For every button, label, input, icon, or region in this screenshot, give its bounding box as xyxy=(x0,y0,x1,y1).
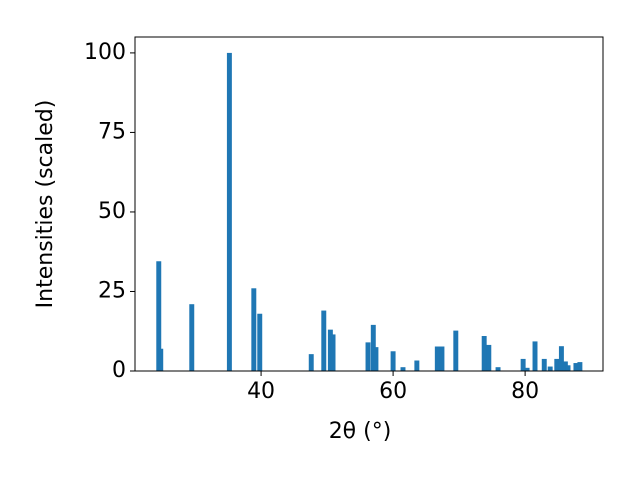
bar xyxy=(520,358,526,371)
x-tick-label: 60 xyxy=(379,379,407,404)
bar xyxy=(562,361,568,371)
bar xyxy=(156,261,162,371)
bar xyxy=(226,52,232,372)
bar xyxy=(373,347,379,371)
bar xyxy=(547,366,553,371)
bar xyxy=(565,365,571,371)
bar xyxy=(558,346,564,371)
bar xyxy=(495,367,501,371)
bar xyxy=(453,330,459,371)
bar xyxy=(158,348,164,371)
plot-frame xyxy=(134,36,604,372)
bar xyxy=(251,288,257,371)
bar xyxy=(439,346,445,371)
y-axis-label: Intensities (scaled) xyxy=(33,100,58,309)
bar xyxy=(400,367,406,371)
x-tick-label: 80 xyxy=(511,379,539,404)
bar xyxy=(486,344,492,371)
x-tick-label: 40 xyxy=(247,379,275,404)
bar xyxy=(390,351,396,371)
bar xyxy=(434,346,440,371)
bar xyxy=(532,341,538,371)
bar xyxy=(554,358,560,371)
bar xyxy=(330,334,336,371)
y-tick-label: 0 xyxy=(112,358,126,383)
bar xyxy=(370,324,376,371)
y-tick-label: 25 xyxy=(98,278,126,303)
bar xyxy=(365,342,371,371)
bar xyxy=(524,367,530,371)
bar xyxy=(414,360,420,371)
y-tick-label: 100 xyxy=(84,40,126,65)
bar xyxy=(189,304,195,371)
bar xyxy=(573,363,579,371)
bar xyxy=(327,329,333,371)
y-tick-label: 75 xyxy=(98,119,126,144)
bar xyxy=(481,336,487,371)
y-tick-label: 50 xyxy=(98,199,126,224)
bar xyxy=(257,313,263,371)
bar xyxy=(541,358,547,371)
bar xyxy=(321,310,327,371)
bar xyxy=(308,354,314,371)
x-axis-label: 2θ (°) xyxy=(329,419,392,444)
bar xyxy=(577,362,583,371)
